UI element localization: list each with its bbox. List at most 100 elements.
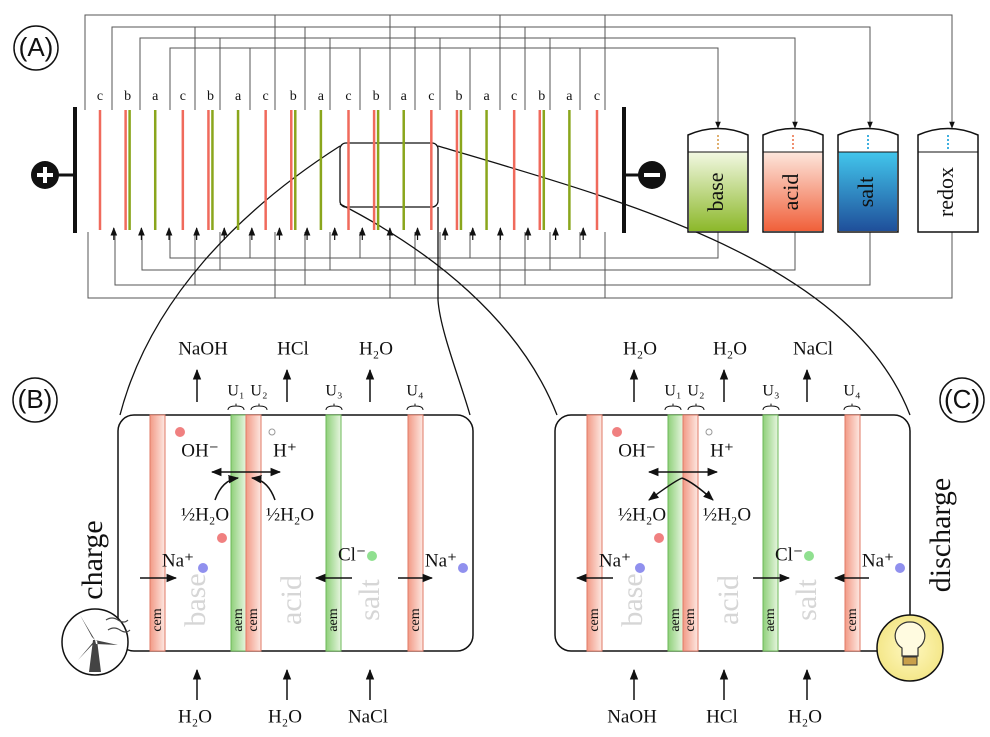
membrane-label: c xyxy=(511,89,517,104)
ion xyxy=(654,533,664,543)
membrane-label: cem xyxy=(246,608,261,631)
panel-label: (B) xyxy=(18,384,53,414)
output-label: NaCl xyxy=(793,338,833,359)
species-label: Na⁺ xyxy=(425,550,457,571)
input-label: H₂O xyxy=(178,706,212,727)
input-label: NaOH xyxy=(607,706,657,727)
junction-label: U₃ xyxy=(762,383,779,400)
species-label: Na⁺ xyxy=(162,550,194,571)
panel-label: (A) xyxy=(19,32,54,62)
membrane-label: b xyxy=(538,89,545,104)
brace xyxy=(763,404,779,410)
species-label: ½H₂O xyxy=(181,504,229,525)
output-label: NaOH xyxy=(178,338,228,359)
bulb-base xyxy=(903,657,917,665)
output-label: H₂O xyxy=(359,338,393,359)
tank-label: acid xyxy=(778,174,803,211)
membrane-label: a xyxy=(566,89,573,104)
membrane-label: b xyxy=(124,89,131,104)
membrane-label: a xyxy=(483,89,490,104)
junction-label: U₂ xyxy=(250,383,267,400)
ion xyxy=(895,563,905,573)
species-label: OH⁻ xyxy=(618,440,655,461)
membrane-label: a xyxy=(152,89,159,104)
brace xyxy=(228,404,244,410)
mode-label: charge xyxy=(76,520,109,599)
junction-label: U₃ xyxy=(325,383,342,400)
species-label: OH⁻ xyxy=(181,440,218,461)
ion xyxy=(367,551,377,561)
membrane-label: b xyxy=(455,89,462,104)
panels: (A) c b a c b a c b a c b a c b a c b a c base acid salt redox c… xyxy=(13,26,984,727)
membrane-label: a xyxy=(235,89,242,104)
species-label: Cl⁻ xyxy=(775,544,803,565)
membrane-label: a xyxy=(401,89,408,104)
compartment-label: base xyxy=(616,573,649,626)
brace xyxy=(844,404,860,410)
membrane-label: c xyxy=(180,89,186,104)
junction-label: U₁ xyxy=(664,383,681,400)
brace xyxy=(665,404,681,410)
input-label: H₂O xyxy=(788,706,822,727)
ion xyxy=(217,533,227,543)
output-label: H₂O xyxy=(713,338,747,359)
junction-label: U₁ xyxy=(227,383,244,400)
membrane-label: b xyxy=(373,89,380,104)
species-label: ½H₂O xyxy=(618,504,666,525)
ion xyxy=(804,551,814,561)
membrane-label: cem xyxy=(408,608,423,631)
membrane-label: cem xyxy=(683,608,698,631)
input-label: H₂O xyxy=(268,706,302,727)
membrane-label: b xyxy=(207,89,214,104)
junction-label: U₄ xyxy=(406,383,424,400)
compartment-label: acid xyxy=(712,575,745,625)
species-label: H⁺ xyxy=(273,440,297,461)
ion xyxy=(458,563,468,573)
brace xyxy=(407,404,423,410)
compartment-label: salt xyxy=(353,579,386,621)
membrane-label: a xyxy=(318,89,325,104)
tank-label: redox xyxy=(933,167,958,217)
tank-label: salt xyxy=(853,177,878,208)
membrane-label: c xyxy=(263,89,269,104)
output-label: H₂O xyxy=(623,338,657,359)
membrane-label: b xyxy=(290,89,297,104)
junction-label: U₂ xyxy=(687,383,704,400)
junction-label: U₄ xyxy=(843,383,861,400)
compartment-label: acid xyxy=(275,575,308,625)
diagram: (A) c b a c b a c b a c b a c b a c b a c base acid salt redox c… xyxy=(0,0,990,737)
ion xyxy=(612,427,622,437)
compartment-label: base xyxy=(179,573,212,626)
ion xyxy=(175,427,185,437)
input-label: HCl xyxy=(706,706,738,727)
membrane-label: cem xyxy=(150,608,165,631)
species-label: Na⁺ xyxy=(862,550,894,571)
ion xyxy=(269,429,275,435)
membrane-label: c xyxy=(345,89,351,104)
membrane-label: aem xyxy=(326,608,341,631)
species-label: Cl⁻ xyxy=(338,544,366,565)
membrane-label: c xyxy=(594,89,600,104)
membrane-label: cem xyxy=(845,608,860,631)
species-label: ½H₂O xyxy=(266,504,314,525)
brace xyxy=(326,404,342,410)
input-label: NaCl xyxy=(348,706,388,727)
membrane-label: c xyxy=(97,89,103,104)
brace xyxy=(251,404,267,410)
ion xyxy=(198,563,208,573)
compartment-label: salt xyxy=(790,579,823,621)
species-label: Na⁺ xyxy=(599,550,631,571)
ion xyxy=(635,563,645,573)
panel-label: (C) xyxy=(944,384,980,414)
brace xyxy=(688,404,704,410)
species-label: H⁺ xyxy=(710,440,734,461)
membrane-label: aem xyxy=(668,608,683,631)
mode-label: discharge xyxy=(924,478,957,592)
species-label: ½H₂O xyxy=(703,504,751,525)
membrane-label: cem xyxy=(587,608,602,631)
membrane-label: c xyxy=(428,89,434,104)
tank-label: base xyxy=(703,172,728,211)
output-label: HCl xyxy=(277,338,309,359)
membrane-label: aem xyxy=(763,608,778,631)
membrane-label: aem xyxy=(231,608,246,631)
